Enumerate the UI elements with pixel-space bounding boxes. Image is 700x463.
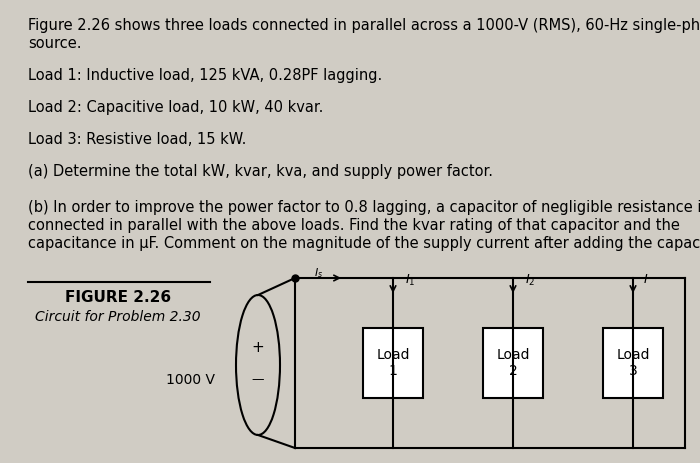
Text: Load 2: Capacitive load, 10 kW, 40 kvar.: Load 2: Capacitive load, 10 kW, 40 kvar. — [28, 100, 323, 115]
Text: (b) In order to improve the power factor to 0.8 lagging, a capacitor of negligib: (b) In order to improve the power factor… — [28, 200, 700, 215]
Text: —: — — [252, 374, 265, 387]
Text: 1000 V: 1000 V — [166, 373, 215, 387]
Text: source.: source. — [28, 36, 81, 51]
Text: Figure 2.26 shows three loads connected in parallel across a 1000-V (RMS), 60-Hz: Figure 2.26 shows three loads connected … — [28, 18, 700, 33]
Text: $\it{I_1}$: $\it{I_1}$ — [405, 273, 415, 288]
Text: +: + — [251, 339, 265, 355]
Text: (a) Determine the total kW, kvar, kva, and supply power factor.: (a) Determine the total kW, kvar, kva, a… — [28, 164, 493, 179]
Text: Load 3: Resistive load, 15 kW.: Load 3: Resistive load, 15 kW. — [28, 132, 246, 147]
Text: Load
3: Load 3 — [616, 348, 650, 378]
Text: Load
1: Load 1 — [377, 348, 410, 378]
Text: Load 1: Inductive load, 125 kVA, 0.28PF lagging.: Load 1: Inductive load, 125 kVA, 0.28PF … — [28, 68, 382, 83]
Text: connected in parallel with the above loads. Find the kvar rating of that capacit: connected in parallel with the above loa… — [28, 218, 680, 233]
Text: $\it{I}$: $\it{I}$ — [643, 273, 648, 286]
Text: capacitance in μF. Comment on the magnitude of the supply current after adding t: capacitance in μF. Comment on the magnit… — [28, 236, 700, 251]
Text: FIGURE 2.26: FIGURE 2.26 — [65, 290, 171, 305]
Bar — [483, 328, 543, 398]
Bar — [603, 328, 663, 398]
Text: Circuit for Problem 2.30: Circuit for Problem 2.30 — [35, 310, 201, 324]
Text: $\it{I_{s}}$: $\it{I_{s}}$ — [314, 266, 323, 280]
Text: Load
2: Load 2 — [496, 348, 530, 378]
Text: $\it{I_2}$: $\it{I_2}$ — [525, 273, 536, 288]
Bar — [363, 328, 423, 398]
